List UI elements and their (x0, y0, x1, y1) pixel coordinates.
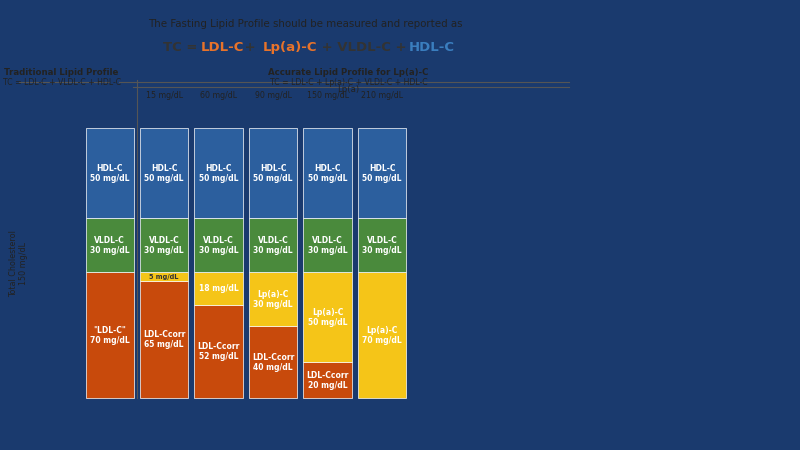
Text: Total Cholesterol
150 mg/dL: Total Cholesterol 150 mg/dL (9, 230, 29, 297)
Text: LDL-Ccorr
20 mg/dL: LDL-Ccorr 20 mg/dL (306, 370, 349, 390)
Bar (303, 362, 352, 398)
Bar (194, 218, 243, 272)
Bar (303, 272, 352, 362)
Text: Lp(a)-C
70 mg/dL: Lp(a)-C 70 mg/dL (362, 325, 402, 345)
Bar (86, 128, 134, 218)
Text: Traditional Lipid Profile: Traditional Lipid Profile (5, 68, 118, 77)
Text: 5 mg/dL: 5 mg/dL (150, 274, 179, 280)
Bar (358, 218, 406, 272)
Text: HDL-C
50 mg/dL: HDL-C 50 mg/dL (254, 163, 293, 183)
Bar (140, 272, 188, 281)
Text: LDL-C: LDL-C (201, 41, 245, 54)
Text: VLDL-C
30 mg/dL: VLDL-C 30 mg/dL (254, 235, 293, 255)
Text: "LDL-C"
70 mg/dL: "LDL-C" 70 mg/dL (90, 325, 130, 345)
Text: VLDL-C
30 mg/dL: VLDL-C 30 mg/dL (308, 235, 347, 255)
Bar (86, 218, 134, 272)
Text: HDL-C
50 mg/dL: HDL-C 50 mg/dL (199, 163, 238, 183)
Text: Accurate Lipid Profile for Lp(a)-C: Accurate Lipid Profile for Lp(a)-C (268, 68, 429, 77)
Text: LDL-Ccorr
52 mg/dL: LDL-Ccorr 52 mg/dL (198, 342, 240, 361)
Text: LDL-Ccorr
65 mg/dL: LDL-Ccorr 65 mg/dL (143, 330, 186, 349)
Text: HDL-C
50 mg/dL: HDL-C 50 mg/dL (362, 163, 402, 183)
Text: Lp(a)-C
30 mg/dL: Lp(a)-C 30 mg/dL (254, 289, 293, 309)
Text: Lp(a)-C: Lp(a)-C (262, 41, 318, 54)
Text: 18 mg/dL: 18 mg/dL (198, 284, 238, 293)
Bar (303, 128, 352, 218)
Bar (140, 281, 188, 398)
Text: Lp(a): Lp(a) (338, 85, 359, 94)
Bar (249, 218, 298, 272)
Text: 150 mg/dL: 150 mg/dL (306, 90, 349, 99)
Text: TC = LDL-C + Lp(a)-C + VLDL-C + HDL-C: TC = LDL-C + Lp(a)-C + VLDL-C + HDL-C (270, 78, 427, 87)
Bar (249, 326, 298, 398)
Text: 90 mg/dL: 90 mg/dL (254, 90, 292, 99)
Text: 60 mg/dL: 60 mg/dL (200, 90, 238, 99)
Text: TC =: TC = (162, 41, 202, 54)
Text: HDL-C
50 mg/dL: HDL-C 50 mg/dL (308, 163, 347, 183)
Bar (140, 128, 188, 218)
Text: HDL-C
50 mg/dL: HDL-C 50 mg/dL (90, 163, 130, 183)
Bar (194, 305, 243, 398)
Text: LDL-Ccorr
40 mg/dL: LDL-Ccorr 40 mg/dL (252, 352, 294, 372)
Bar (249, 128, 298, 218)
Text: TC = LDL-C + VLDL-C + HDL-C: TC = LDL-C + VLDL-C + HDL-C (2, 78, 121, 87)
Text: Lp(a)-C
50 mg/dL: Lp(a)-C 50 mg/dL (308, 307, 347, 327)
Bar (249, 272, 298, 326)
Text: VLDL-C
30 mg/dL: VLDL-C 30 mg/dL (90, 235, 130, 255)
Bar (194, 272, 243, 305)
Bar (140, 218, 188, 272)
Text: + VLDL-C +: + VLDL-C + (317, 41, 410, 54)
Text: 210 mg/dL: 210 mg/dL (361, 90, 403, 99)
Text: +: + (240, 41, 260, 54)
Text: 15 mg/dL: 15 mg/dL (146, 90, 182, 99)
Bar (86, 272, 134, 398)
Bar (358, 128, 406, 218)
Text: VLDL-C
30 mg/dL: VLDL-C 30 mg/dL (144, 235, 184, 255)
Text: The Fasting Lipid Profile should be measured and reported as: The Fasting Lipid Profile should be meas… (148, 19, 462, 29)
Bar (303, 218, 352, 272)
Bar (358, 272, 406, 398)
Text: VLDL-C
30 mg/dL: VLDL-C 30 mg/dL (362, 235, 402, 255)
Text: HDL-C: HDL-C (409, 41, 455, 54)
Text: HDL-C
50 mg/dL: HDL-C 50 mg/dL (145, 163, 184, 183)
Text: VLDL-C
30 mg/dL: VLDL-C 30 mg/dL (199, 235, 238, 255)
Bar (194, 128, 243, 218)
